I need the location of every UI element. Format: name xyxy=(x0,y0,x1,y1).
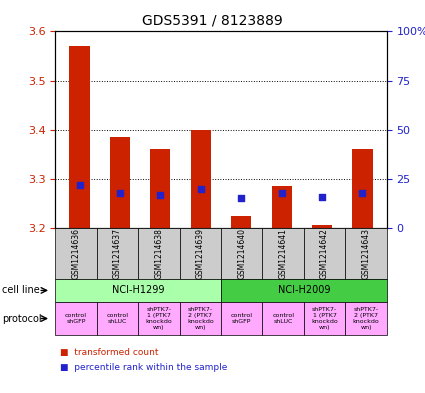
Text: control
shLUC: control shLUC xyxy=(106,313,128,324)
Point xyxy=(157,191,164,198)
Bar xyxy=(69,46,90,228)
Text: shPTK7-
2 (PTK7
knockdo
wn): shPTK7- 2 (PTK7 knockdo wn) xyxy=(353,307,380,330)
Text: GSM1214642: GSM1214642 xyxy=(320,228,329,279)
Point xyxy=(319,193,326,200)
Text: control
shGFP: control shGFP xyxy=(65,313,87,324)
Point xyxy=(197,185,204,192)
Bar xyxy=(231,216,251,228)
Text: GDS5391 / 8123889: GDS5391 / 8123889 xyxy=(142,14,283,28)
Text: GSM1214643: GSM1214643 xyxy=(362,228,371,279)
Text: protocol: protocol xyxy=(2,314,42,323)
Text: ■  percentile rank within the sample: ■ percentile rank within the sample xyxy=(60,364,227,372)
Text: GSM1214641: GSM1214641 xyxy=(279,228,288,279)
Text: GSM1214636: GSM1214636 xyxy=(71,228,80,279)
Bar xyxy=(352,149,373,228)
Point xyxy=(76,182,83,188)
Text: shPTK7-
1 (PTK7
knockdo
wn): shPTK7- 1 (PTK7 knockdo wn) xyxy=(311,307,338,330)
Bar xyxy=(150,149,170,228)
Text: GSM1214638: GSM1214638 xyxy=(154,228,163,279)
Text: control
shGFP: control shGFP xyxy=(231,313,253,324)
Text: GSM1214640: GSM1214640 xyxy=(237,228,246,279)
Bar xyxy=(312,226,332,228)
Point xyxy=(278,189,285,196)
Text: GSM1214637: GSM1214637 xyxy=(113,228,122,279)
Text: cell line: cell line xyxy=(2,285,40,296)
Text: shPTK7-
1 (PTK7
knockdo
wn): shPTK7- 1 (PTK7 knockdo wn) xyxy=(145,307,172,330)
Text: GSM1214639: GSM1214639 xyxy=(196,228,205,279)
Text: control
shLUC: control shLUC xyxy=(272,313,294,324)
Text: NCI-H2009: NCI-H2009 xyxy=(278,285,330,296)
Bar xyxy=(110,137,130,228)
Point xyxy=(359,189,366,196)
Bar xyxy=(272,186,292,228)
Text: shPTK7-
2 (PTK7
knockdo
wn): shPTK7- 2 (PTK7 knockdo wn) xyxy=(187,307,214,330)
Text: ■  transformed count: ■ transformed count xyxy=(60,349,158,357)
Point xyxy=(116,189,123,196)
Text: NCI-H1299: NCI-H1299 xyxy=(112,285,164,296)
Point xyxy=(238,195,245,202)
Bar xyxy=(191,130,211,228)
